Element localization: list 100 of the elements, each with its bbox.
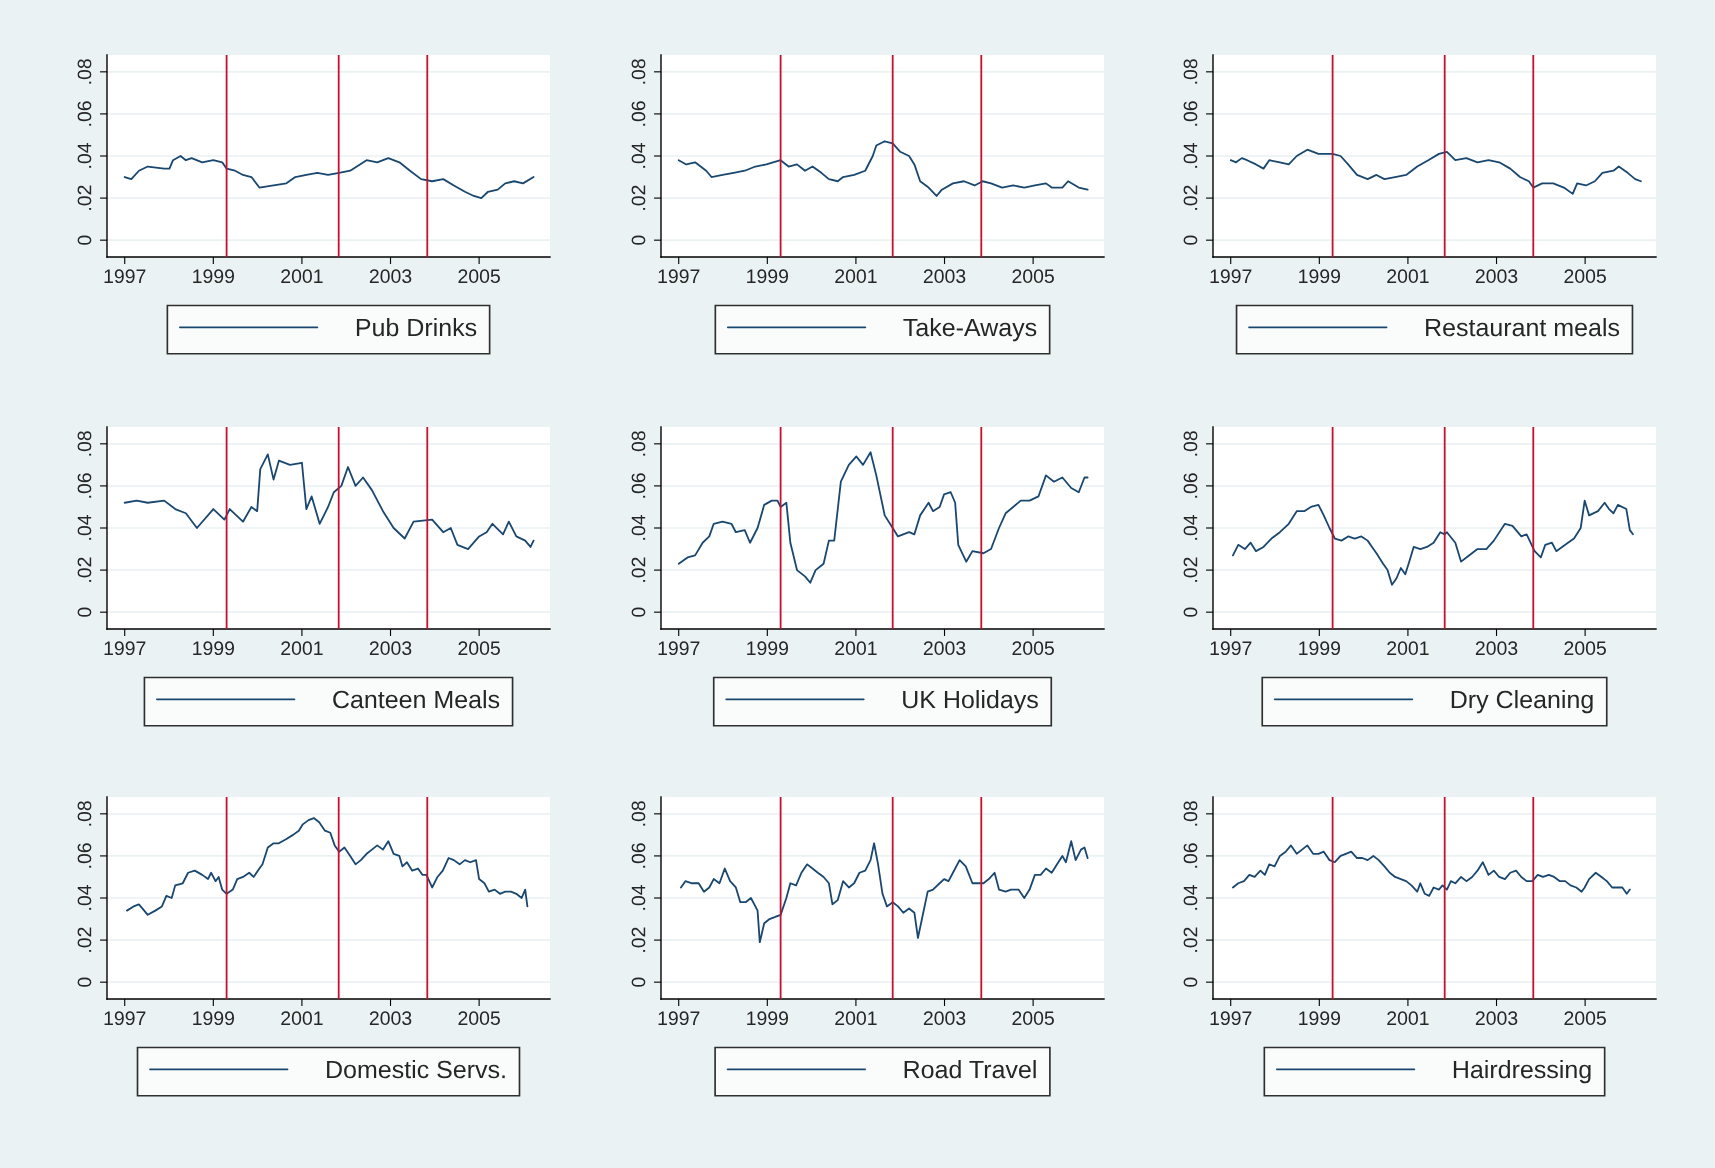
- y-tick-label: .04: [631, 885, 646, 910]
- line-series: [123, 453, 535, 550]
- x-tick-label: 1999: [1299, 1011, 1341, 1026]
- x-tick-label: 2005: [458, 641, 500, 656]
- text: Pub Drinks: [356, 317, 477, 337]
- x-tick-label: 1997: [658, 1011, 700, 1026]
- y-tick-label: 0: [631, 235, 646, 245]
- text: Restaurant meals: [1426, 317, 1620, 337]
- y-tick-label: 0: [77, 607, 92, 617]
- x-tick-label: 2003: [369, 269, 412, 284]
- y-tick-label: .08: [631, 59, 646, 84]
- line-series: [126, 817, 529, 916]
- y-tick-label: .02: [77, 557, 92, 582]
- x-tick-label: 2005: [1012, 269, 1054, 284]
- x-tick-label: 1999: [193, 1011, 235, 1026]
- x-tick-label: 2003: [923, 641, 966, 656]
- x-tick-label: 2001: [281, 1011, 323, 1026]
- y-tick-label: .02: [631, 557, 646, 582]
- y-tick-label: .06: [631, 473, 646, 498]
- x-tick-label: 1997: [104, 641, 146, 656]
- y-tick-label: .04: [77, 885, 92, 910]
- line-series: [677, 451, 1089, 584]
- x-tick-label: 1999: [747, 641, 789, 656]
- text: Dry Cleaning: [1451, 689, 1593, 714]
- y-tick-label: .02: [631, 927, 646, 952]
- y-tick-label: .02: [1183, 557, 1198, 582]
- x-tick-label: 1997: [1210, 641, 1252, 656]
- y-tick-label: 0: [77, 977, 92, 987]
- y-tick-label: 0: [1183, 607, 1198, 617]
- x-tick-label: 2001: [1387, 1011, 1429, 1026]
- x-tick-label: 1999: [193, 641, 235, 656]
- y-tick-label: .06: [1183, 101, 1198, 126]
- x-tick-label: 2003: [1475, 1011, 1518, 1026]
- line-series: [677, 140, 1089, 197]
- y-tick-label: .06: [77, 843, 92, 868]
- y-tick-label: .04: [631, 143, 646, 168]
- y-tick-label: .06: [631, 843, 646, 868]
- y-tick-label: .04: [77, 143, 92, 168]
- x-tick-label: 2001: [835, 1011, 877, 1026]
- y-tick-label: .06: [631, 101, 646, 126]
- line-series: [1232, 499, 1634, 586]
- x-tick-label: 2005: [458, 269, 500, 284]
- y-tick-label: .06: [1183, 473, 1198, 498]
- x-tick-label: 2003: [369, 1011, 412, 1026]
- line-series: [1232, 844, 1631, 897]
- y-tick-label: .06: [1183, 843, 1198, 868]
- text: UK Holidays: [903, 689, 1038, 714]
- x-tick-label: 2003: [923, 1011, 966, 1026]
- y-tick-label: 0: [1183, 235, 1198, 245]
- x-tick-label: 1997: [1210, 1011, 1252, 1026]
- text: Take-Aways: [903, 317, 1037, 342]
- x-tick-label: 1997: [104, 1011, 146, 1026]
- x-tick-label: 2005: [1012, 1011, 1054, 1026]
- y-tick-label: .08: [77, 801, 92, 826]
- y-tick-label: .08: [631, 801, 646, 826]
- x-tick-label: 2005: [1012, 641, 1054, 656]
- text: Hairdressing: [1453, 1059, 1591, 1084]
- x-tick-label: 2001: [835, 269, 877, 284]
- line-series: [1229, 148, 1642, 195]
- x-tick-label: 2003: [1475, 269, 1518, 284]
- y-tick-label: 0: [631, 977, 646, 987]
- y-tick-label: .02: [77, 185, 92, 210]
- y-tick-label: .08: [77, 59, 92, 84]
- x-tick-label: 1997: [104, 269, 146, 284]
- y-tick-label: .02: [1183, 185, 1198, 210]
- x-tick-label: 1997: [658, 641, 700, 656]
- text: Road Travel: [904, 1059, 1036, 1079]
- x-tick-label: 2001: [835, 641, 877, 656]
- x-tick-label: 2003: [1475, 641, 1518, 656]
- y-tick-label: .08: [1183, 59, 1198, 84]
- text: Canteen Meals: [333, 689, 500, 709]
- x-tick-label: 2003: [923, 269, 966, 284]
- x-tick-label: 2005: [1564, 641, 1606, 656]
- y-tick-label: .08: [1183, 431, 1198, 456]
- x-tick-label: 1999: [1299, 269, 1341, 284]
- y-tick-label: .04: [631, 515, 646, 540]
- y-tick-label: .06: [77, 101, 92, 126]
- y-tick-label: .04: [77, 515, 92, 540]
- text: Domestic Servs.: [327, 1059, 505, 1079]
- x-tick-label: 1999: [193, 269, 235, 284]
- x-tick-label: 2001: [281, 641, 323, 656]
- y-tick-label: .08: [631, 431, 646, 456]
- y-tick-label: .02: [1183, 927, 1198, 952]
- x-tick-label: 2005: [1564, 269, 1606, 284]
- x-tick-label: 1997: [1210, 269, 1252, 284]
- x-tick-label: 2003: [369, 641, 412, 656]
- x-tick-label: 2005: [1564, 1011, 1606, 1026]
- y-tick-label: 0: [631, 607, 646, 617]
- x-tick-label: 2001: [1387, 641, 1429, 656]
- x-tick-label: 2001: [1387, 269, 1429, 284]
- y-tick-label: .04: [1183, 885, 1198, 910]
- x-tick-label: 1999: [747, 269, 789, 284]
- y-tick-label: .04: [1183, 515, 1198, 540]
- y-tick-label: 0: [77, 235, 92, 245]
- y-tick-label: .08: [77, 431, 92, 456]
- y-tick-label: .02: [631, 185, 646, 210]
- y-tick-label: .02: [77, 927, 92, 952]
- y-tick-label: 0: [1183, 977, 1198, 987]
- x-tick-label: 2001: [281, 269, 323, 284]
- line-series: [123, 155, 535, 199]
